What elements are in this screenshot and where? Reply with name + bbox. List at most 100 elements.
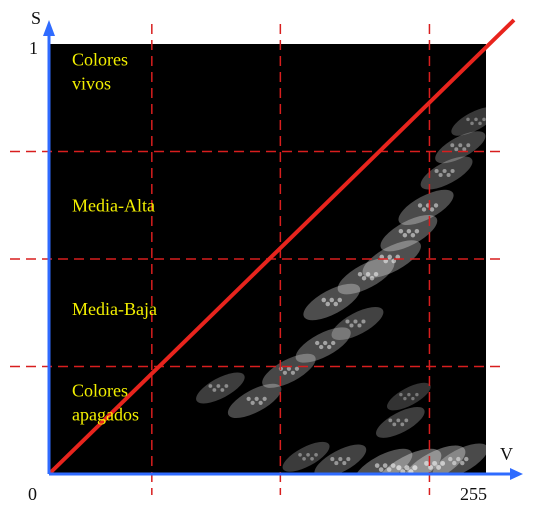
zone-label-line: Colores — [72, 50, 128, 70]
zone-label: Media-Baja — [72, 299, 157, 319]
density-point — [452, 460, 457, 466]
y-axis-arrow — [43, 20, 55, 36]
density-point — [361, 275, 367, 281]
zone-label-line: Media-Baja — [72, 299, 157, 319]
density-point — [331, 340, 336, 346]
density-point — [434, 168, 439, 174]
density-point — [374, 463, 380, 468]
density-point — [458, 143, 463, 148]
density-point — [334, 461, 339, 466]
density-point — [433, 203, 439, 208]
density-point — [415, 392, 419, 397]
density-blob — [331, 306, 384, 341]
zone-label: Colores vivos — [72, 50, 128, 94]
density-point — [220, 388, 225, 392]
density-blob — [353, 448, 413, 487]
density-point — [466, 143, 471, 148]
density-point — [412, 465, 418, 471]
density-blob — [314, 444, 367, 478]
density-blob — [451, 107, 497, 136]
density-point — [208, 384, 213, 388]
density-blob — [420, 156, 473, 190]
density-point — [365, 271, 371, 277]
x-tick-255: 255 — [460, 484, 487, 504]
density-point — [314, 452, 318, 457]
density-point — [474, 117, 478, 122]
density-point — [315, 340, 320, 346]
density-point — [387, 254, 393, 260]
density-point — [478, 121, 482, 126]
density-point — [306, 452, 310, 457]
density-point — [382, 463, 388, 468]
density-point — [417, 203, 423, 208]
density-point — [414, 228, 420, 234]
density-point — [482, 117, 486, 122]
density-point — [321, 297, 327, 303]
density-point — [446, 172, 451, 178]
density-point — [432, 460, 438, 466]
density-point — [388, 418, 393, 423]
guide-lines — [10, 24, 505, 495]
density-point — [462, 147, 467, 152]
threshold-line — [47, 18, 516, 476]
density-point — [386, 467, 392, 472]
density-point — [357, 323, 362, 328]
density-point — [450, 168, 455, 174]
density-point — [404, 418, 409, 423]
density-point — [395, 254, 401, 260]
density-point — [379, 254, 385, 260]
density-point — [454, 147, 459, 152]
density-point — [391, 258, 397, 264]
density-point — [329, 297, 335, 303]
density-point — [357, 271, 363, 277]
density-point — [448, 456, 453, 462]
density-layer — [196, 107, 497, 491]
density-point — [390, 463, 396, 468]
density-point — [286, 366, 292, 371]
density-point — [246, 396, 251, 402]
density-point — [325, 301, 331, 307]
density-point — [342, 461, 347, 466]
density-blob — [432, 443, 488, 479]
density-point — [262, 396, 267, 402]
density-point — [298, 452, 302, 457]
density-point — [302, 456, 306, 461]
zone-label: Colores apagados — [72, 381, 139, 425]
x-tick-0: 0 — [28, 484, 37, 504]
density-point — [330, 457, 335, 462]
density-point — [373, 271, 379, 277]
density-point — [383, 258, 389, 264]
density-point — [396, 418, 401, 423]
density-point — [464, 456, 469, 462]
density-point — [403, 396, 407, 401]
density-point — [436, 464, 442, 470]
density-blob — [227, 383, 282, 418]
x-axis-arrow — [510, 468, 523, 480]
y-tick-1: 1 — [29, 38, 38, 58]
density-point — [346, 457, 351, 462]
y-axis-label: S — [31, 8, 41, 28]
density-blob — [362, 240, 421, 278]
zone-label-line: Colores — [72, 381, 128, 401]
density-point — [450, 143, 455, 148]
density-point — [470, 121, 474, 126]
density-point — [399, 392, 403, 397]
density-point — [411, 396, 415, 401]
density-blob — [282, 441, 330, 472]
density-point — [254, 396, 259, 402]
density-point — [442, 168, 447, 174]
density-point — [353, 319, 358, 324]
density-point — [323, 340, 328, 346]
density-point — [369, 275, 375, 281]
density-point — [404, 465, 410, 471]
density-point — [378, 467, 384, 472]
density-point — [456, 456, 461, 462]
density-point — [424, 460, 430, 466]
density-point — [216, 384, 221, 388]
density-blob — [196, 372, 245, 404]
density-blob — [376, 448, 442, 491]
density-point — [345, 319, 350, 324]
density-point — [290, 370, 296, 375]
density-point — [396, 465, 402, 471]
